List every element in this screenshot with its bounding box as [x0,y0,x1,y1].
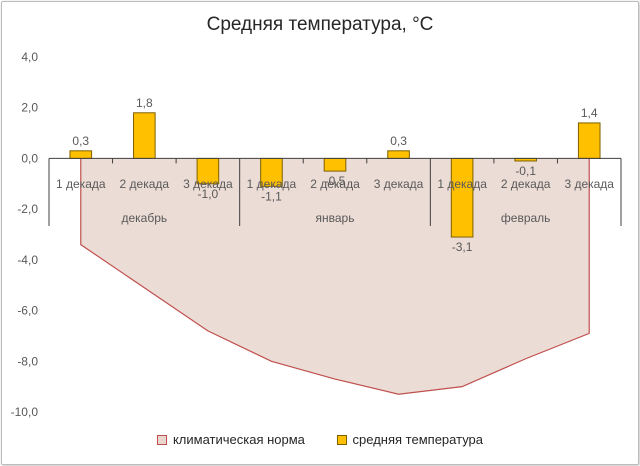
data-label: 1,4 [581,106,598,120]
category-label: 3 декада [183,177,233,191]
legend-item-norm: климатическая норма [156,432,305,447]
category-label: 3 декада [374,177,424,191]
chart-title: Средняя температура, °С [206,14,434,35]
norm-line [80,158,590,395]
category-label: 1 декада [437,177,487,191]
legend-swatch-norm [156,434,167,445]
data-label: -1,1 [261,189,282,203]
data-label: 0,3 [390,134,407,148]
data-label: 1,8 [136,96,153,110]
legend-item-avg: средняя температура [336,432,484,447]
y-tick-label: 0,0 [21,151,38,165]
y-tick-label: -8,0 [17,354,38,368]
group-label: декабрь [121,211,167,225]
data-label: -1,0 [198,187,219,201]
data-label: -0,1 [515,164,536,178]
bar [323,157,347,172]
data-label: -3,1 [452,240,473,254]
legend: климатическая норма средняя температура [0,432,640,448]
category-label: 2 декада [120,177,170,191]
legend-label-avg: средняя температура [352,432,484,447]
category-label: 2 декада [501,177,551,191]
y-tick-label: -10,0 [11,405,39,419]
norm-area [80,158,590,395]
category-label: 1 декада [56,177,106,191]
data-label: -0,5 [325,174,346,188]
bar [450,157,474,238]
y-tick-label: -2,0 [17,202,38,216]
y-tick-label: 4,0 [21,50,38,64]
data-label: 0,3 [72,134,89,148]
y-tick-label: -6,0 [17,304,38,318]
group-label: февраль [501,211,551,225]
category-label: 2 декада [310,177,360,191]
bar [133,112,156,159]
bar [577,122,601,159]
legend-label-norm: климатическая норма [172,432,305,447]
y-tick-label: -4,0 [17,253,38,267]
bar [387,150,410,159]
y-tick-label: 2,0 [21,101,38,115]
group-label: январь [316,211,355,225]
bar [69,150,93,159]
category-label: 3 декада [564,177,614,191]
legend-swatch-avg [336,434,347,445]
category-label: 1 декада [247,177,297,191]
